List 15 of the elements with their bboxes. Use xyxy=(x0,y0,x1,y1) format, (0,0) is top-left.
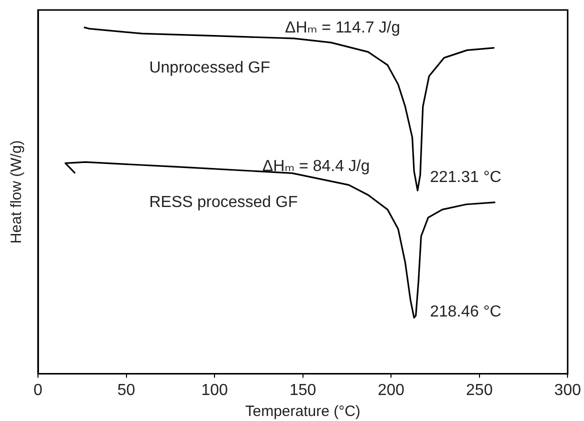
x-tick-label: 100 xyxy=(201,382,228,399)
x-tick-label: 0 xyxy=(34,382,43,399)
x-tick-label: 300 xyxy=(554,382,582,399)
x-tick-label: 150 xyxy=(289,382,316,399)
x-tick-label: 250 xyxy=(466,382,493,399)
series-label: Unprocessed GF xyxy=(149,60,270,77)
series-label: RESS processed GF xyxy=(149,194,298,212)
annotation: ΔHₘ = 84.4 J/g xyxy=(262,158,370,175)
x-tick-label: 200 xyxy=(378,382,405,399)
annotation: ΔHₘ = 114.7 J/g xyxy=(285,20,400,37)
annotation: 221.31 °C xyxy=(430,168,502,186)
x-tick-label: 50 xyxy=(117,382,136,399)
y-axis-title: Heat flow (W/g) xyxy=(8,140,26,244)
x-axis-title: Temperature (°C) xyxy=(245,403,360,420)
annotation: 218.46 °C xyxy=(430,303,502,320)
